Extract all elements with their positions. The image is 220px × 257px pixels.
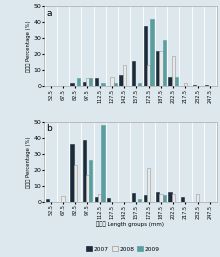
Bar <box>70 83 73 86</box>
Bar <box>159 51 163 86</box>
Bar <box>123 66 126 86</box>
Bar <box>46 199 49 202</box>
Bar <box>86 78 89 86</box>
Bar <box>147 66 150 86</box>
Bar <box>86 175 89 202</box>
Bar <box>95 197 98 202</box>
Bar <box>73 165 77 202</box>
Bar <box>114 83 117 86</box>
Bar <box>163 40 166 86</box>
Bar <box>82 140 86 202</box>
Text: b: b <box>47 124 52 133</box>
Text: a: a <box>47 9 52 18</box>
Bar <box>138 199 141 202</box>
Bar <box>156 51 159 86</box>
Bar <box>175 77 178 86</box>
X-axis label: 体长组 Length groups (mm): 体长组 Length groups (mm) <box>96 221 164 227</box>
Bar <box>110 77 114 86</box>
Bar <box>144 195 147 202</box>
Bar <box>132 193 135 202</box>
Bar <box>193 85 196 86</box>
Bar <box>163 195 166 202</box>
Bar <box>89 78 92 86</box>
Bar <box>180 197 184 202</box>
Bar <box>98 194 101 202</box>
Bar <box>82 82 86 86</box>
Bar <box>70 144 73 202</box>
Bar <box>144 25 147 86</box>
Bar <box>89 160 92 202</box>
Bar <box>107 198 110 202</box>
Legend: 2007, 2008, 2009: 2007, 2008, 2009 <box>84 244 162 254</box>
Bar <box>119 75 123 86</box>
Bar <box>184 83 187 86</box>
Bar <box>172 56 175 86</box>
Bar <box>205 85 208 86</box>
Bar <box>61 196 65 202</box>
Bar <box>147 168 150 202</box>
Bar <box>196 194 199 202</box>
Bar <box>156 192 159 202</box>
Bar <box>101 125 105 202</box>
Y-axis label: 百分数 Percentage (%): 百分数 Percentage (%) <box>26 21 31 72</box>
Bar <box>168 192 172 202</box>
Bar <box>168 77 172 86</box>
Bar <box>172 194 175 202</box>
Bar <box>77 78 80 86</box>
Bar <box>95 78 98 86</box>
Bar <box>101 83 105 86</box>
Bar <box>150 19 154 86</box>
Bar <box>138 83 141 86</box>
Y-axis label: 百分数 Percentage (%): 百分数 Percentage (%) <box>26 136 31 188</box>
Bar <box>132 61 135 86</box>
Bar <box>159 194 163 202</box>
